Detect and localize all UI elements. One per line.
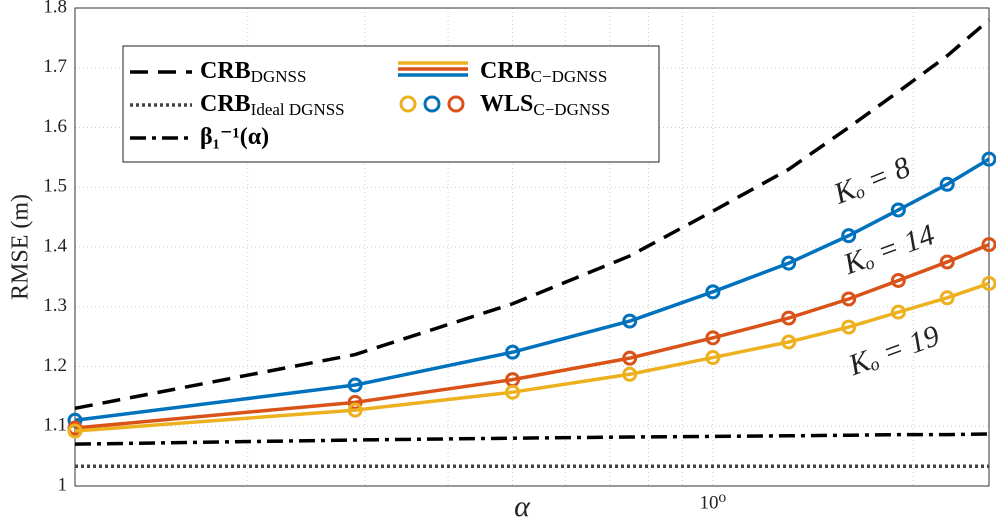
marker — [347, 402, 363, 418]
legend-main: β₁⁻¹(α) — [200, 124, 269, 150]
legend-marker — [423, 95, 441, 113]
legend-main: CRB — [200, 58, 251, 84]
marker — [781, 334, 797, 350]
legend-sub: C−DGNSS — [533, 100, 610, 119]
legend-sub: Ideal DGNSS — [251, 100, 345, 119]
legend-main: CRB — [200, 91, 251, 117]
marker — [890, 304, 906, 320]
y-tick-label: 1.6 — [43, 116, 67, 137]
marker — [841, 291, 857, 307]
series-line — [74, 432, 990, 446]
marker — [622, 366, 638, 382]
y-tick-label: 1 — [58, 474, 68, 495]
y-tick-label: 1.4 — [43, 235, 67, 256]
legend-sub: C−DGNSS — [531, 67, 608, 86]
marker — [347, 377, 363, 393]
marker — [622, 350, 638, 366]
legend-sub: DGNSS — [251, 67, 307, 86]
marker — [781, 310, 797, 326]
legend-marker — [399, 95, 417, 113]
x-tick-label: 10⁰ — [700, 492, 727, 513]
marker — [622, 313, 638, 329]
marker — [939, 254, 955, 270]
legend-label: CRBIdeal DGNSS — [200, 91, 345, 119]
legend-label: CRBDGNSS — [200, 58, 306, 86]
marker — [347, 394, 363, 410]
axes-frame — [74, 7, 990, 487]
marker — [939, 176, 955, 192]
marker — [981, 151, 996, 167]
marker — [705, 350, 721, 366]
y-tick-label: 1.1 — [43, 415, 67, 436]
legend-box — [122, 45, 660, 163]
x-axis-label: α — [514, 490, 531, 522]
series-line — [74, 281, 990, 433]
marker — [705, 284, 721, 300]
series-line — [74, 157, 990, 423]
legend-label: WLSC−DGNSS — [480, 91, 610, 119]
legend-marker — [447, 95, 465, 113]
legend-label: β₁⁻¹(α) — [200, 124, 269, 150]
marker — [981, 237, 996, 253]
marker — [841, 319, 857, 335]
legend-label: CRBC−DGNSS — [480, 58, 607, 86]
marker — [705, 330, 721, 346]
legend-main: CRB — [480, 58, 531, 84]
y-tick-label: 1.3 — [43, 295, 67, 316]
legend-main: WLS — [480, 91, 533, 117]
y-tick-label: 1.7 — [43, 56, 67, 77]
y-tick-label: 1.8 — [43, 0, 67, 17]
series-line — [74, 18, 991, 411]
series-line — [74, 242, 990, 430]
marker — [67, 423, 83, 439]
y-tick-label: 1.5 — [43, 176, 67, 197]
marker — [505, 344, 521, 360]
marker — [890, 202, 906, 218]
marker — [505, 384, 521, 400]
marker — [890, 272, 906, 288]
marker — [841, 228, 857, 244]
marker — [981, 275, 996, 291]
y-tick-label: 1.2 — [43, 355, 67, 376]
marker — [939, 290, 955, 306]
y-axis-label: RMSE (m) — [8, 194, 34, 300]
marker — [781, 255, 797, 271]
